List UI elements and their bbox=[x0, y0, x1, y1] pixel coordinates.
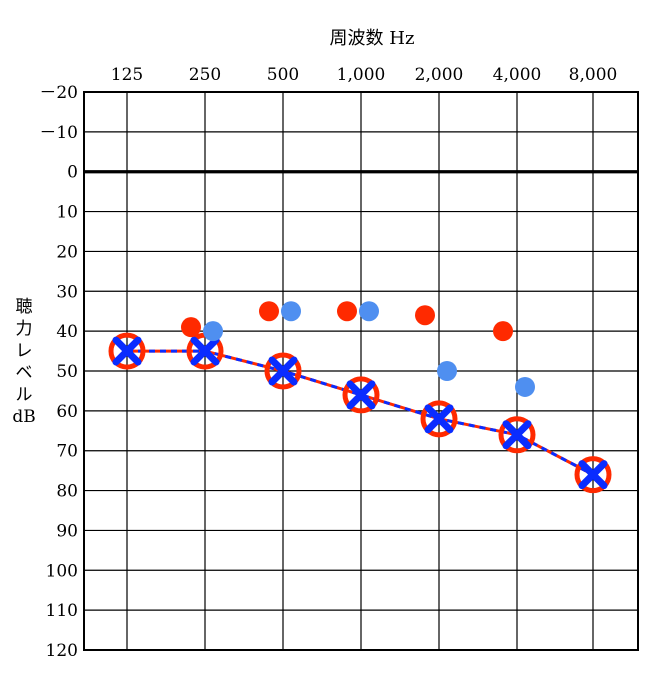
cross-stroke bbox=[424, 404, 454, 434]
cross-stroke bbox=[112, 336, 142, 366]
right-bone-dot bbox=[337, 301, 357, 322]
y-tick-label: 100 bbox=[46, 561, 78, 581]
left-bone-dot bbox=[515, 376, 535, 397]
right-air-circle bbox=[420, 400, 458, 438]
y-tick-labels: －20 －10 0 10 20 30 40 50 60 70 80 90 100 110 120 bbox=[39, 83, 78, 661]
left-bone-dot bbox=[281, 301, 301, 322]
right-bone-dot bbox=[259, 301, 279, 322]
y-tick-label: 40 bbox=[56, 322, 78, 342]
x-tick-label: 4,000 bbox=[493, 65, 542, 85]
y-tick-label: 90 bbox=[56, 521, 78, 541]
left-air-cross bbox=[190, 336, 220, 366]
y-title-char: 力 bbox=[16, 319, 33, 339]
y-title-char: レ bbox=[16, 341, 33, 361]
y-tick-label: 70 bbox=[56, 442, 78, 462]
left-air-cross bbox=[346, 380, 376, 410]
left-air-cross bbox=[578, 460, 608, 490]
x-tick-label: 1,000 bbox=[337, 65, 386, 85]
y-tick-label: 120 bbox=[46, 641, 78, 661]
right-bone-dot bbox=[493, 321, 513, 342]
right-air-circle bbox=[108, 332, 146, 370]
left-air-cross bbox=[268, 356, 298, 386]
y-tick-label: 110 bbox=[46, 601, 78, 621]
left-bone-dot bbox=[359, 301, 379, 322]
x-tick-label: 125 bbox=[111, 65, 143, 85]
left-air-cross bbox=[502, 420, 532, 450]
right-bone-dot bbox=[181, 317, 201, 338]
cross-stroke bbox=[268, 356, 298, 386]
x-tick-labels: 125 250 500 1,000 2,000 4,000 8,000 bbox=[111, 65, 618, 85]
x-axis-title: 周波数 Hz bbox=[330, 28, 415, 49]
y-tick-label: 30 bbox=[56, 282, 78, 302]
y-tick-label: 80 bbox=[56, 482, 78, 502]
y-tick-label: －20 bbox=[39, 83, 78, 103]
series-marks bbox=[108, 301, 612, 494]
left-bone-dot bbox=[437, 361, 457, 381]
cross-stroke bbox=[346, 380, 376, 410]
cross-stroke bbox=[578, 460, 608, 490]
left-air-cross bbox=[112, 336, 142, 366]
y-tick-label: 10 bbox=[56, 203, 78, 223]
cross-stroke bbox=[502, 420, 532, 450]
y-title-char: dB bbox=[12, 407, 35, 427]
x-tick-label: 8,000 bbox=[569, 65, 618, 85]
right-bone-dot bbox=[415, 305, 435, 326]
y-tick-label: 60 bbox=[56, 402, 78, 422]
y-tick-label: 0 bbox=[67, 163, 78, 183]
grid bbox=[83, 91, 639, 651]
cross-stroke bbox=[190, 336, 220, 366]
y-title-char: 聴 bbox=[16, 297, 33, 317]
x-tick-label: 2,000 bbox=[415, 65, 464, 85]
x-tick-label: 250 bbox=[189, 65, 221, 85]
x-tick-label: 500 bbox=[267, 65, 299, 85]
left-air-cross bbox=[424, 404, 454, 434]
y-tick-label: 20 bbox=[56, 242, 78, 262]
y-title-char: ベ bbox=[16, 363, 33, 383]
right-air-circle bbox=[264, 352, 302, 390]
left-bone-dot bbox=[203, 321, 223, 342]
right-air-circle bbox=[574, 456, 612, 494]
y-tick-label: 50 bbox=[56, 362, 78, 382]
y-title-char: ル bbox=[16, 385, 33, 405]
y-tick-label: －10 bbox=[39, 123, 78, 143]
right-air-circle bbox=[342, 376, 380, 414]
right-air-circle bbox=[498, 416, 536, 454]
